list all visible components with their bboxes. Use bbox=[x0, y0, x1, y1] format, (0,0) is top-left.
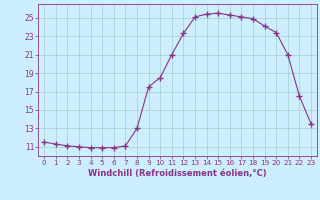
X-axis label: Windchill (Refroidissement éolien,°C): Windchill (Refroidissement éolien,°C) bbox=[88, 169, 267, 178]
